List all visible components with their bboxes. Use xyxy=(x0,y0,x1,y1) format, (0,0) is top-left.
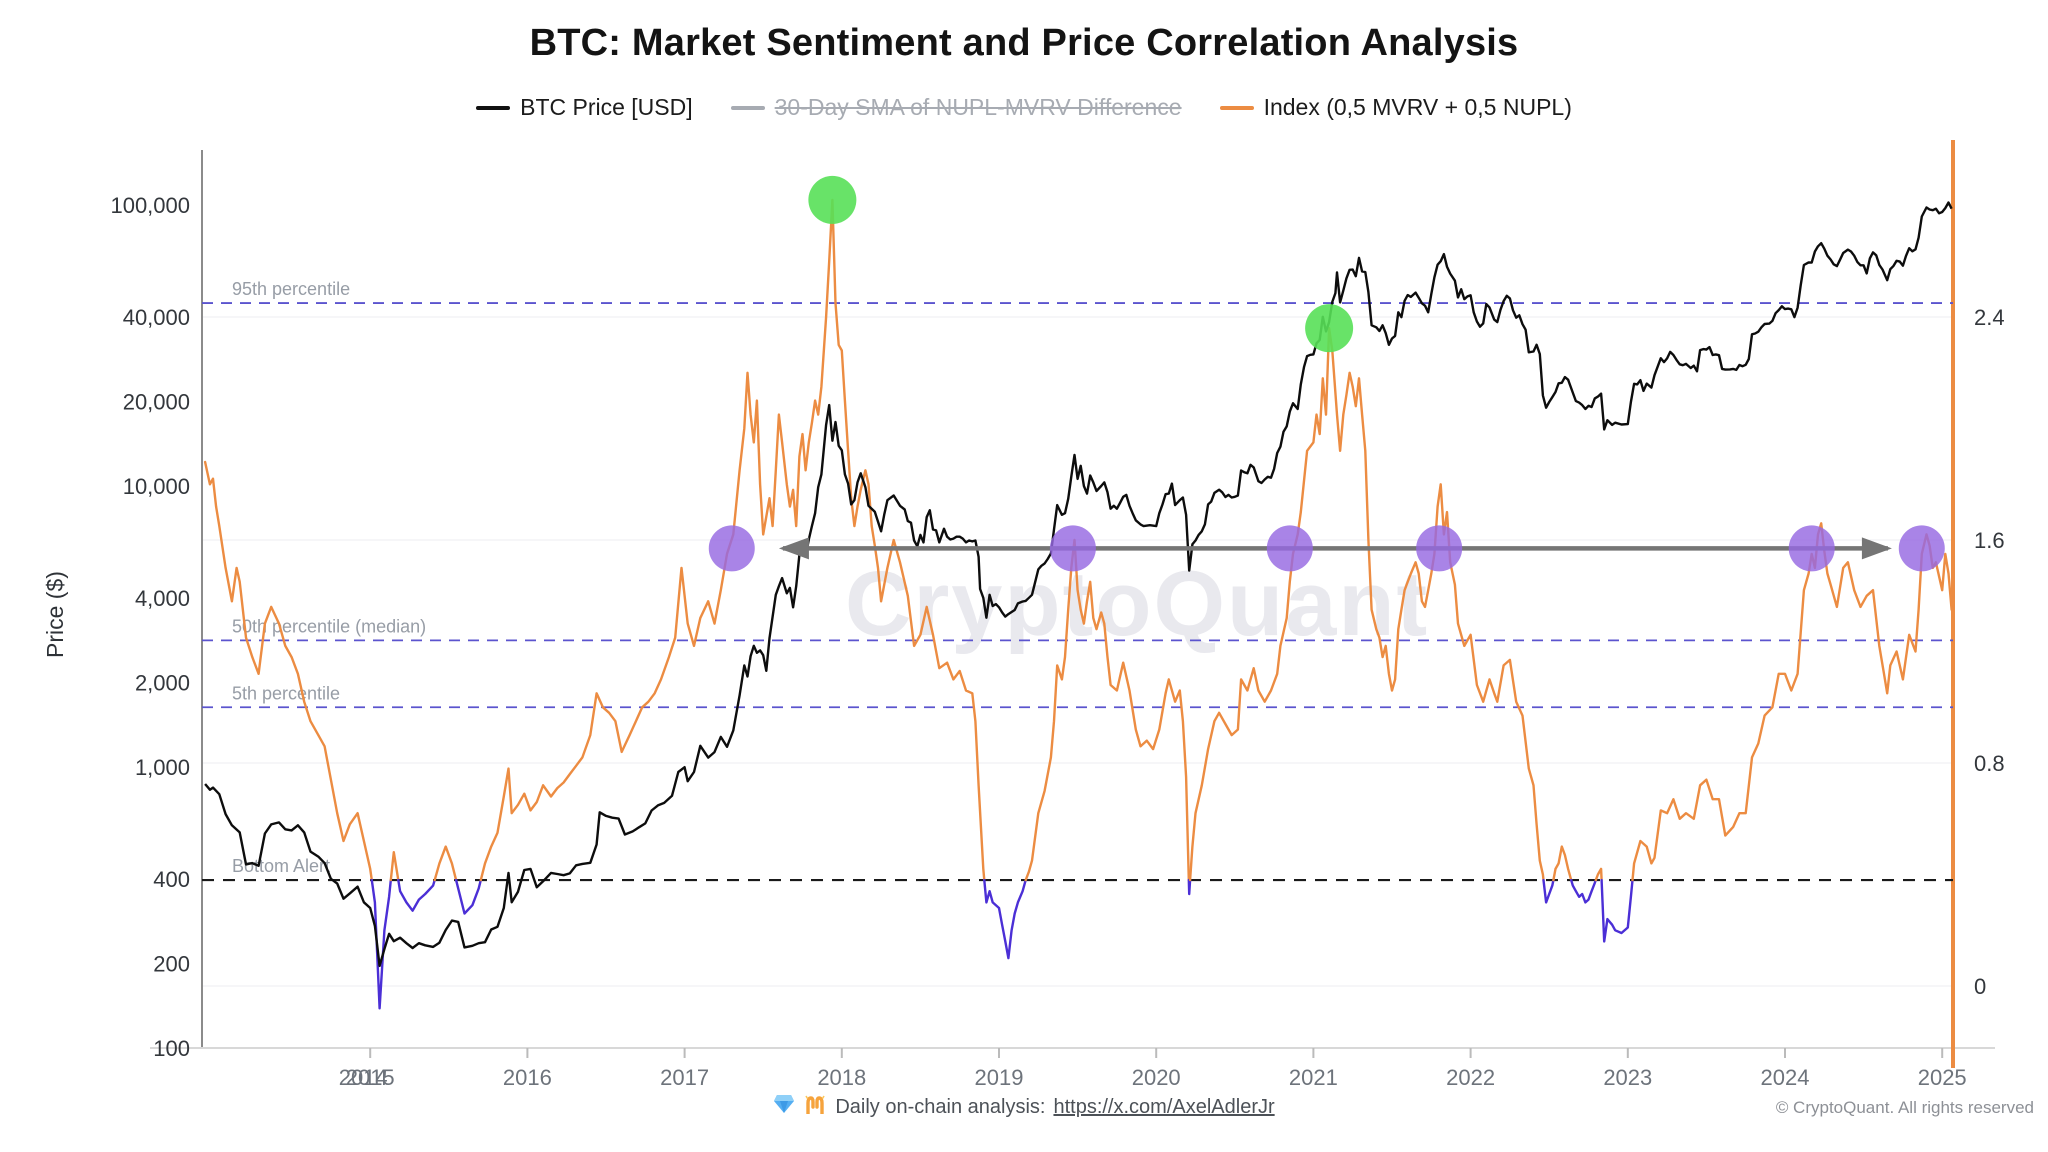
index-line-below-alert xyxy=(1187,878,1192,896)
price-tick-label: 200 xyxy=(153,951,190,976)
threshold-label: 50th percentile (median) xyxy=(232,616,426,636)
index-line xyxy=(1552,845,1573,882)
index-line-below-alert xyxy=(1542,878,1555,904)
index-line xyxy=(389,851,400,882)
index-line xyxy=(1188,327,1545,882)
index-line xyxy=(1631,522,1953,882)
copyright-text: © CryptoQuant. All rights reserved xyxy=(1775,1098,2034,1117)
index-tick-label: 2.4 xyxy=(1974,305,2005,330)
raised-hands-icon xyxy=(803,1094,827,1120)
legend-marker xyxy=(1219,105,1254,110)
watermark: CryptoQuant xyxy=(845,553,1430,655)
x-tick-label: 2015 xyxy=(346,1065,395,1090)
index-line xyxy=(433,845,458,882)
index-tick-label: 0 xyxy=(1974,974,1986,999)
purple-circle-marker xyxy=(1266,525,1313,572)
index-line xyxy=(1594,867,1603,882)
price-tick-label: 10,000 xyxy=(123,474,190,499)
threshold-label: 95th percentile xyxy=(232,279,350,299)
x-tick-label: 2018 xyxy=(817,1065,866,1090)
legend-item-2[interactable]: Index (0,5 MVRV + 0,5 NUPL) xyxy=(1219,94,1572,121)
x-tick-label: 2019 xyxy=(975,1065,1024,1090)
index-line-below-alert xyxy=(454,878,482,915)
purple-circle-marker xyxy=(1049,525,1096,572)
legend-label: Index (0,5 MVRV + 0,5 NUPL) xyxy=(1263,94,1572,120)
index-line-below-alert xyxy=(1600,878,1634,943)
legend-item-0[interactable]: BTC Price [USD] xyxy=(476,94,693,121)
index-line-below-alert xyxy=(1569,878,1598,904)
chart-legend: BTC Price [USD] 30-Day SMA of NUPL-MVRV D… xyxy=(0,94,2048,121)
index-line xyxy=(1024,538,1191,882)
index-line xyxy=(203,460,373,882)
x-tick-label-overlap: 2014 xyxy=(339,1065,388,1090)
price-tick-label: 100,000 xyxy=(110,193,190,218)
footer-credit: Daily on-chain analysis: https://x.com/A… xyxy=(0,1094,2048,1120)
index-tick-label: 0.8 xyxy=(1974,751,2005,776)
btc-price-line xyxy=(204,201,1953,968)
index-tick-label: 1.6 xyxy=(1974,528,2005,553)
threshold-label: 5th percentile xyxy=(232,683,340,703)
index-line xyxy=(479,198,986,882)
index-line-below-alert xyxy=(397,878,436,912)
diamond-icon xyxy=(773,1094,795,1120)
index-line-below-alert xyxy=(370,878,392,1010)
legend-item-1[interactable]: 30-Day SMA of NUPL-MVRV Difference xyxy=(730,94,1182,121)
footer-credit-text: Daily on-chain analysis: xyxy=(835,1095,1046,1118)
price-tick-label: 400 xyxy=(153,867,190,892)
x-tick-label: 2020 xyxy=(1132,1065,1181,1090)
threshold-label: Bottom Alert xyxy=(232,856,330,876)
footer-credit-link[interactable]: https://x.com/AxelAdlerJr xyxy=(1053,1095,1275,1118)
x-tick-label: 2021 xyxy=(1289,1065,1338,1090)
purple-circle-marker xyxy=(1788,525,1835,572)
price-tick-label: 2,000 xyxy=(135,670,190,695)
trend-arrow-right-head xyxy=(1861,537,1892,560)
price-tick-label: 4,000 xyxy=(135,586,190,611)
legend-marker xyxy=(730,105,765,110)
legend-marker xyxy=(476,105,511,110)
legend-label: BTC Price [USD] xyxy=(520,94,693,120)
index-line-below-alert xyxy=(983,878,1027,960)
green-circle-marker xyxy=(808,175,857,224)
x-tick-label: 2016 xyxy=(503,1065,552,1090)
price-tick-label: 1,000 xyxy=(135,755,190,780)
green-circle-marker xyxy=(1305,304,1354,353)
x-tick-label: 2022 xyxy=(1446,1065,1495,1090)
price-tick-label: 20,000 xyxy=(123,389,190,414)
price-tick-label: 100 xyxy=(153,1036,190,1061)
page-title: BTC: Market Sentiment and Price Correlat… xyxy=(529,22,1519,64)
x-tick-label: 2017 xyxy=(660,1065,709,1090)
purple-circle-marker xyxy=(708,525,755,572)
price-tick-label: 40,000 xyxy=(123,305,190,330)
x-tick-label: 2025 xyxy=(1918,1065,1967,1090)
legend-label: 30-Day SMA of NUPL-MVRV Difference xyxy=(774,94,1182,120)
purple-circle-marker xyxy=(1898,525,1945,572)
purple-circle-marker xyxy=(1416,525,1463,572)
trend-arrow-left-head xyxy=(778,537,809,560)
x-tick-label: 2024 xyxy=(1761,1065,1810,1090)
x-tick-label: 2023 xyxy=(1603,1065,1652,1090)
